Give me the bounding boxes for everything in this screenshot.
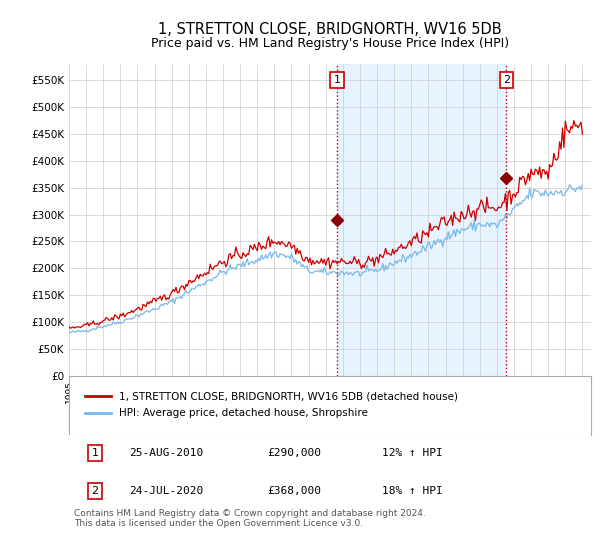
Text: Price paid vs. HM Land Registry's House Price Index (HPI): Price paid vs. HM Land Registry's House … bbox=[151, 37, 509, 50]
Text: £290,000: £290,000 bbox=[268, 447, 322, 458]
Text: 1: 1 bbox=[92, 447, 98, 458]
Text: 25-AUG-2010: 25-AUG-2010 bbox=[129, 447, 203, 458]
Text: £368,000: £368,000 bbox=[268, 486, 322, 496]
Text: 1, STRETTON CLOSE, BRIDGNORTH, WV16 5DB: 1, STRETTON CLOSE, BRIDGNORTH, WV16 5DB bbox=[158, 22, 502, 38]
Text: 12% ↑ HPI: 12% ↑ HPI bbox=[382, 447, 443, 458]
Text: 1: 1 bbox=[334, 75, 340, 85]
Text: Contains HM Land Registry data © Crown copyright and database right 2024.
This d: Contains HM Land Registry data © Crown c… bbox=[74, 508, 426, 528]
Bar bbox=[337, 64, 506, 376]
Text: 24-JUL-2020: 24-JUL-2020 bbox=[129, 486, 203, 496]
Legend: 1, STRETTON CLOSE, BRIDGNORTH, WV16 5DB (detached house), HPI: Average price, de: 1, STRETTON CLOSE, BRIDGNORTH, WV16 5DB … bbox=[79, 387, 463, 423]
Text: 2: 2 bbox=[92, 486, 98, 496]
Text: 2: 2 bbox=[503, 75, 510, 85]
Text: 18% ↑ HPI: 18% ↑ HPI bbox=[382, 486, 443, 496]
